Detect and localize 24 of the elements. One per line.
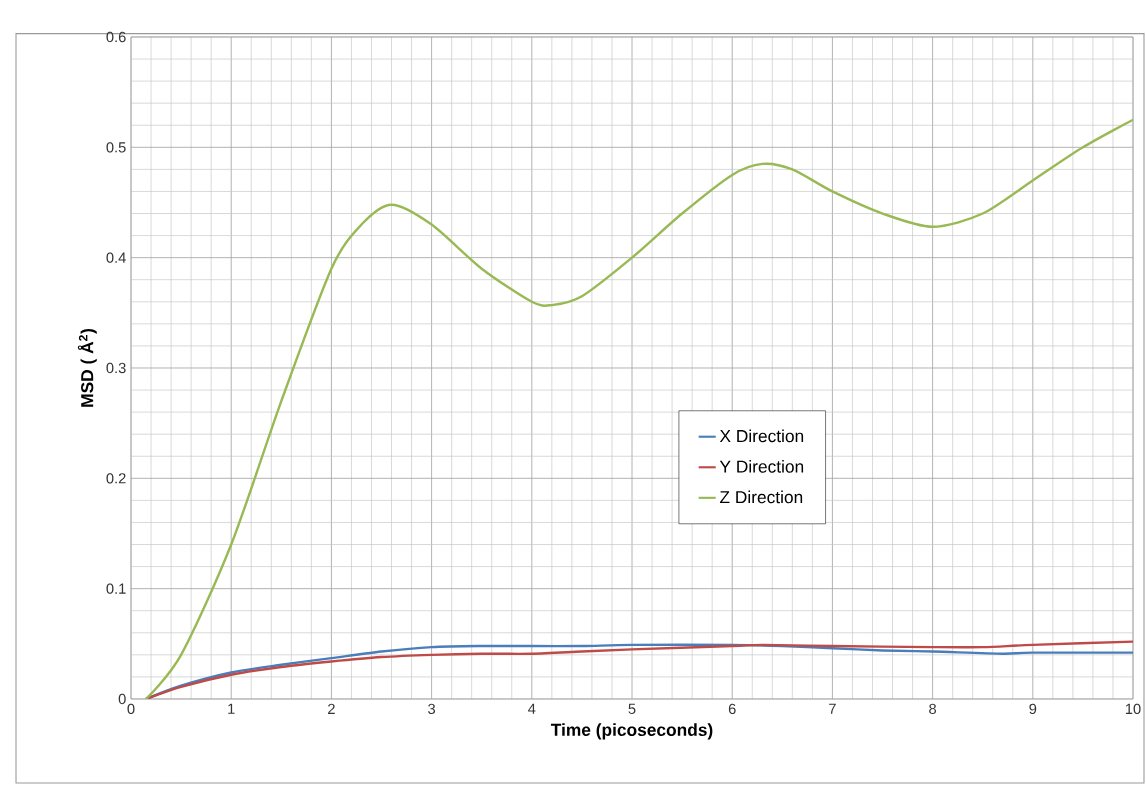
x-tick-label: 6 — [728, 703, 736, 715]
x-tick-label: 8 — [929, 703, 937, 715]
x-tick-label: 9 — [1029, 703, 1037, 715]
y-tick-label: 0.2 — [106, 473, 126, 484]
x-tick-label: 5 — [628, 703, 636, 714]
y-tick-label: 0.5 — [106, 142, 126, 153]
x-tick-label: 1 — [228, 703, 235, 714]
y-tick-label: 0 — [118, 693, 126, 705]
y-tick-label: 0.1 — [106, 583, 126, 594]
x-tick-label: 4 — [528, 703, 536, 714]
line-series — [144, 118, 1134, 699]
x-axis-title: Time (picoseconds) — [550, 723, 713, 740]
x-tick-label: 0 — [127, 703, 135, 715]
y-tick-label: 0.3 — [106, 362, 126, 374]
y-tick-label: 0.4 — [106, 252, 126, 263]
legend-label: Y Direction — [719, 459, 804, 473]
y-axis-title: MSD ( Å$^{2}$) — [77, 329, 97, 407]
x-tick-label: 3 — [428, 703, 436, 715]
legend-label: X Direction — [719, 429, 804, 443]
x-tick-label: 2 — [328, 703, 335, 714]
x-tick-label: 10 — [1125, 703, 1141, 715]
legend-label: Z Direction — [720, 490, 803, 504]
x-tick-label: 7 — [829, 703, 836, 714]
y-tick-label: 0.6 — [106, 31, 126, 43]
